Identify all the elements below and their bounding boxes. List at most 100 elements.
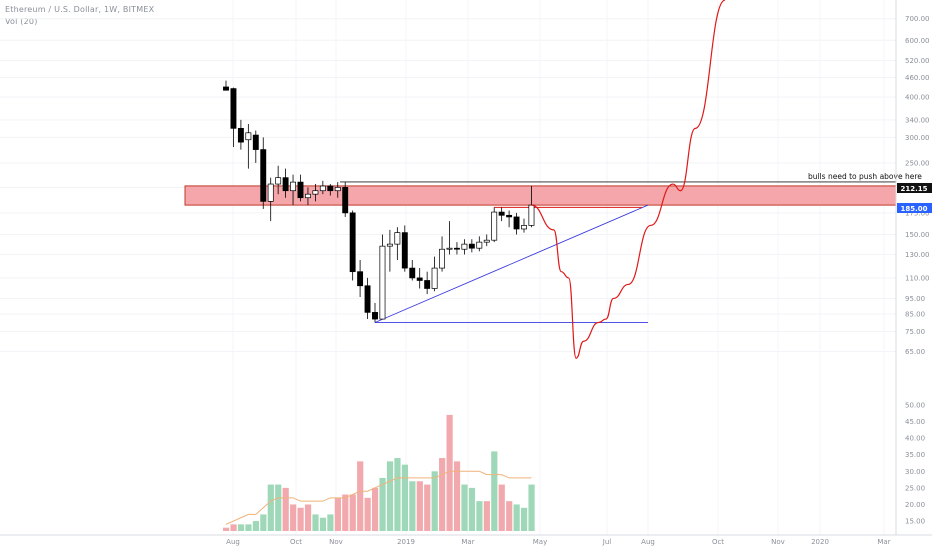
price-tick-label: 400.00 — [905, 94, 930, 102]
volume-moving-average — [225, 470, 532, 525]
candle-body-bear — [401, 232, 408, 269]
candle — [312, 184, 319, 202]
candle-body-bear — [416, 277, 423, 281]
price-tick-label: 130.00 — [905, 251, 930, 259]
volume-bar — [416, 481, 423, 531]
candle — [386, 229, 393, 272]
candle — [446, 221, 453, 255]
candle — [349, 210, 356, 281]
volume-tick-label: 30.00 — [905, 468, 925, 476]
price-badge-upper: 212.15 — [897, 183, 932, 193]
candle-body-bull — [267, 183, 274, 202]
volume-bar — [349, 494, 356, 531]
volume-bar — [304, 504, 312, 531]
price-projection-path — [531, 0, 726, 359]
candle — [498, 207, 505, 222]
candle-body-bull — [491, 211, 498, 241]
time-axis[interactable]: Aug Oct Nov 2019 Mar May Jul Aug Oct Nov 2020 Mar — [226, 538, 891, 546]
time-tick-label: Jul — [602, 538, 612, 546]
candle — [290, 174, 297, 206]
volume-bar — [237, 524, 245, 531]
price-axis[interactable]: 700.00 600.00 520.00 460.00 400.00 340.00 300.… — [905, 15, 930, 356]
price-tick-label: 95.00 — [905, 295, 925, 303]
volume-bar — [252, 521, 259, 531]
candle — [252, 130, 259, 163]
candle — [476, 236, 483, 252]
candle — [528, 186, 535, 228]
candle-body-bull — [461, 243, 468, 250]
volume-legend: Vol (20) — [5, 17, 38, 26]
candle — [454, 242, 460, 255]
volume-bar — [275, 484, 282, 531]
candle-body-bull — [476, 241, 483, 249]
candle — [439, 236, 446, 272]
time-tick-label: May — [533, 538, 547, 546]
candle-body-bull — [439, 248, 446, 269]
volume-tick-label: 40.00 — [905, 435, 925, 443]
price-tick-label: 75.00 — [905, 328, 925, 336]
candle — [416, 268, 423, 289]
candle-body-bear — [349, 212, 356, 273]
candle — [297, 174, 304, 202]
volume-bar — [394, 458, 401, 531]
volume-bar — [513, 504, 520, 531]
candle — [372, 302, 378, 323]
price-tick-label: 150.00 — [905, 231, 930, 239]
candle-body-bear — [424, 280, 431, 289]
candle — [401, 225, 408, 272]
volume-tick-label: 45.00 — [905, 418, 925, 426]
candle — [506, 210, 513, 228]
candle-body-bear — [364, 285, 371, 313]
volume-bar — [386, 461, 394, 531]
candle — [409, 260, 416, 281]
volume-bar — [290, 504, 297, 531]
volume-bar — [506, 501, 513, 531]
candle — [461, 239, 468, 255]
candle-body-bear — [498, 211, 505, 216]
candle-body-bear — [297, 181, 304, 199]
candle — [364, 277, 371, 320]
volume-bar — [223, 527, 230, 531]
price-tick-label: 110.00 — [905, 274, 930, 282]
candle — [260, 137, 267, 209]
volume-bar — [230, 524, 237, 531]
volume-bar — [372, 487, 379, 531]
candle-body-bear — [327, 185, 334, 192]
volume-bar — [260, 514, 267, 531]
candle-body-bull — [446, 247, 453, 250]
candle-body-bear — [372, 312, 378, 320]
volume-bar — [401, 464, 408, 531]
volume-bar — [468, 487, 476, 531]
candle-body-bull — [521, 225, 527, 230]
volume-bar — [409, 481, 416, 531]
candle-body-bear — [237, 127, 244, 143]
candle-body-bull — [312, 190, 319, 195]
volume-axis[interactable]: 50.00 45.00 40.00 35.00 30.00 25.00 20.00 15.00 — [905, 401, 925, 525]
time-tick-label: 2020 — [811, 538, 829, 546]
candle-body-bull — [528, 204, 535, 226]
volume-bar — [245, 524, 252, 531]
volume-bar — [528, 484, 535, 531]
time-tick-label: 2019 — [397, 538, 415, 546]
candle — [237, 119, 244, 150]
candle — [483, 234, 490, 247]
candle — [275, 165, 282, 195]
candle-body-bull — [386, 243, 393, 247]
volume-bar — [312, 514, 319, 531]
volume-bar — [424, 484, 431, 531]
ascending-trend-line — [374, 204, 649, 323]
candle — [513, 212, 520, 235]
volume-bar — [521, 507, 528, 531]
price-badge-lower: 185.00 — [897, 203, 932, 213]
candle-body-bear — [223, 86, 229, 91]
candle-body-bear — [409, 267, 416, 279]
time-tick-label: Nov — [329, 538, 343, 546]
candle — [267, 177, 274, 222]
candle — [379, 234, 386, 320]
time-tick-label: Oct — [290, 538, 302, 546]
price-tick-label: 175.00 — [905, 209, 930, 217]
volume-bar — [334, 497, 341, 531]
candle-body-bull — [245, 132, 252, 141]
